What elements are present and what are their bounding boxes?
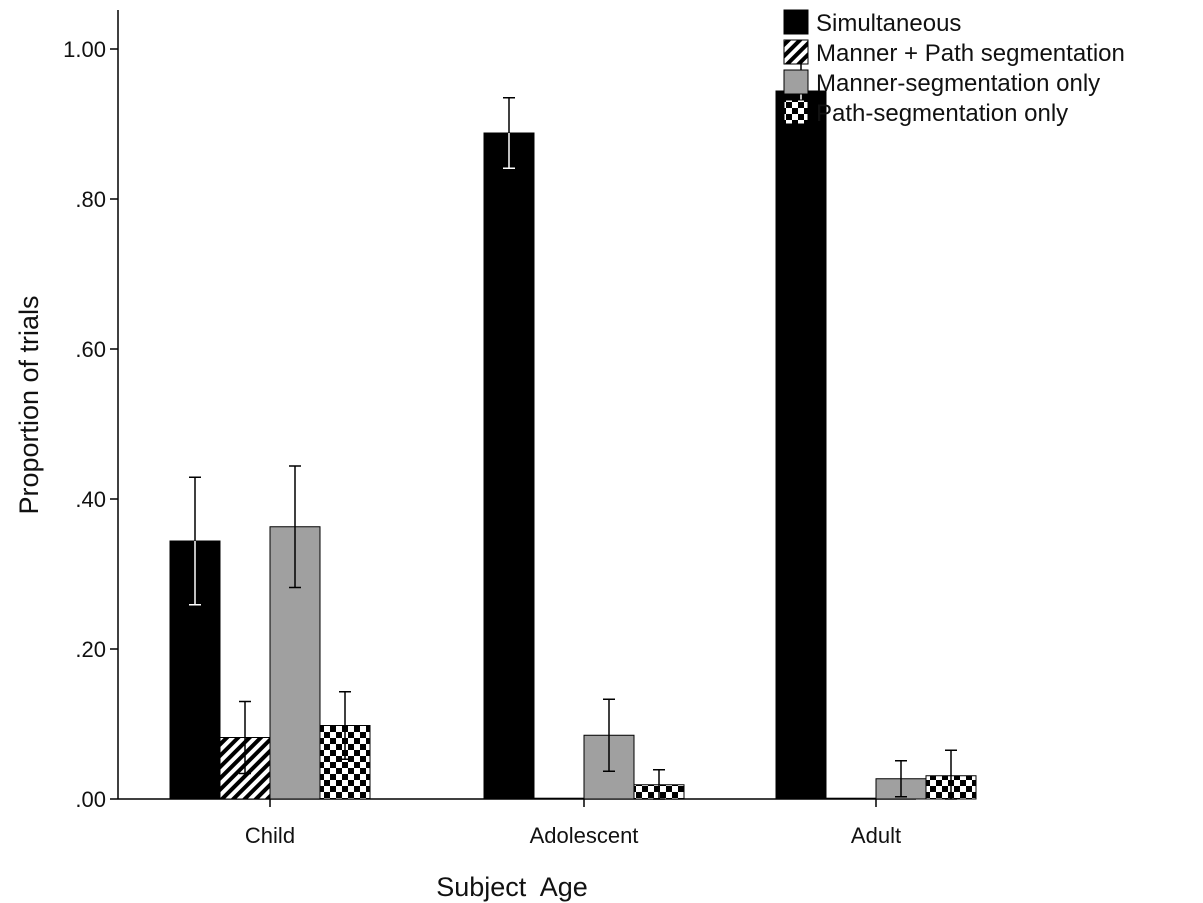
y-tick-label: .80 (75, 187, 106, 212)
y-axis: .00 .20 .40 .60 .80 1.00 (63, 10, 119, 812)
y-axis-title: Proportion of trials (14, 295, 44, 514)
legend-label-3: Manner-segmentation only (816, 70, 1100, 97)
bar-2-adult (825, 797, 877, 800)
x-tick-label: Child (245, 823, 295, 848)
y-tick-label: .40 (75, 487, 106, 512)
legend-label-2: Manner + Path segmentation (816, 40, 1125, 67)
x-tick-label: Adult (851, 823, 901, 848)
y-tick-label: 1.00 (63, 37, 106, 62)
bar-2-adolescent (533, 797, 585, 800)
y-tick-label: .60 (75, 337, 106, 362)
legend-label-4: Path-segmentation only (816, 100, 1068, 127)
legend-swatch-1 (783, 9, 809, 35)
y-tick-label: .20 (75, 637, 106, 662)
legend-swatch-3 (783, 69, 809, 95)
bar-1-adult (775, 90, 827, 800)
bar-1-adolescent (483, 132, 535, 800)
x-tick-label: Adolescent (530, 823, 639, 848)
x-axis: Child Adolescent Adult (118, 798, 916, 848)
legend-label-1: Simultaneous (816, 10, 961, 37)
legend: Simultaneous Manner + Path segmentation Ma… (783, 9, 1125, 127)
legend-swatch-4 (783, 99, 809, 125)
bars (169, 90, 977, 800)
x-axis-title: Subject Age (436, 872, 588, 902)
y-tick-label: .00 (75, 787, 106, 812)
legend-swatch-2 (783, 39, 809, 65)
